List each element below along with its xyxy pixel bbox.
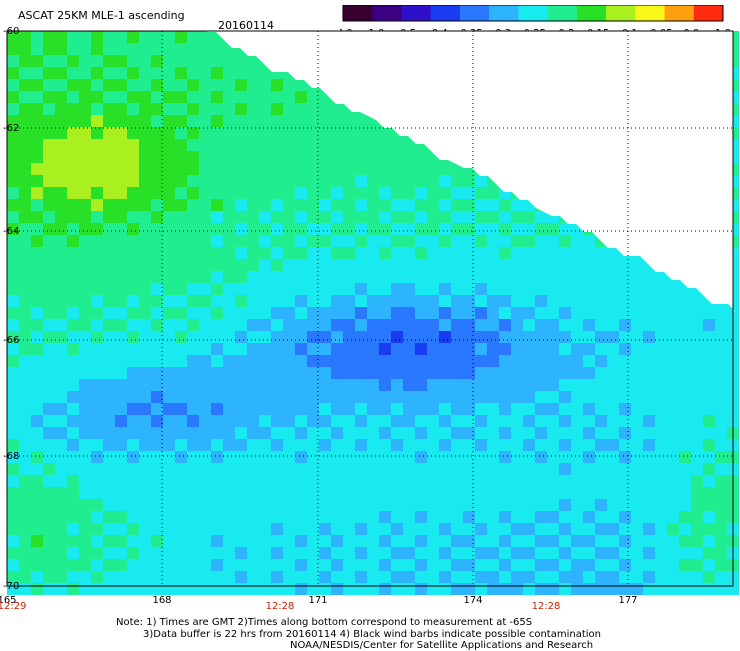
colorbar-swatch: [518, 5, 549, 21]
colorbar-swatch: [576, 5, 607, 21]
latitude-label: -66: [3, 335, 19, 346]
footer-note-2: 3)Data buffer is 22 hrs from 20160114 4)…: [143, 629, 601, 640]
map-title: ASCAT 25KM MLE-1 ascending 20160114: [18, 9, 274, 32]
colorbar-swatch: [489, 5, 519, 21]
latitude-label: -62: [3, 123, 19, 134]
latitude-label: -60: [3, 26, 19, 37]
latitude-label: -68: [3, 451, 19, 462]
footer-note-1: Note: 1) Times are GMT 2)Times along bot…: [116, 617, 533, 628]
longitude-label: 177: [618, 595, 637, 606]
colorbar-swatch: [372, 5, 402, 21]
latitude-label: -70: [3, 581, 19, 592]
colorbar-swatch: [459, 5, 490, 21]
longitude-label: 168: [152, 595, 171, 606]
footer-credit: NOAA/NESDIS/Center for Satellite Applica…: [290, 640, 594, 651]
colorbar-swatch: [547, 5, 578, 21]
time-label: 12:28: [266, 601, 295, 612]
title-date: 20160114: [218, 19, 274, 32]
latitude-label: -64: [3, 226, 19, 237]
graticule: [7, 31, 733, 586]
time-label: 12:28: [532, 601, 561, 612]
colorbar-swatch: [430, 5, 461, 21]
longitude-label: 165: [0, 595, 17, 606]
colorbar-swatch: [664, 5, 695, 21]
colorbar-swatch: [693, 5, 724, 21]
title-text: ASCAT 25KM MLE-1 ascending: [18, 9, 185, 22]
longitude-label: 171: [308, 595, 327, 606]
colorbar-swatch: [635, 5, 666, 21]
colorbar-swatch: [343, 5, 373, 21]
colorbar-swatch: [606, 5, 636, 21]
time-label: 12:29: [0, 601, 26, 612]
colorbar-swatch: [401, 5, 432, 21]
no-data-mask: [205, 31, 736, 312]
map-frame: [6, 30, 734, 587]
longitude-label: 174: [463, 595, 482, 606]
